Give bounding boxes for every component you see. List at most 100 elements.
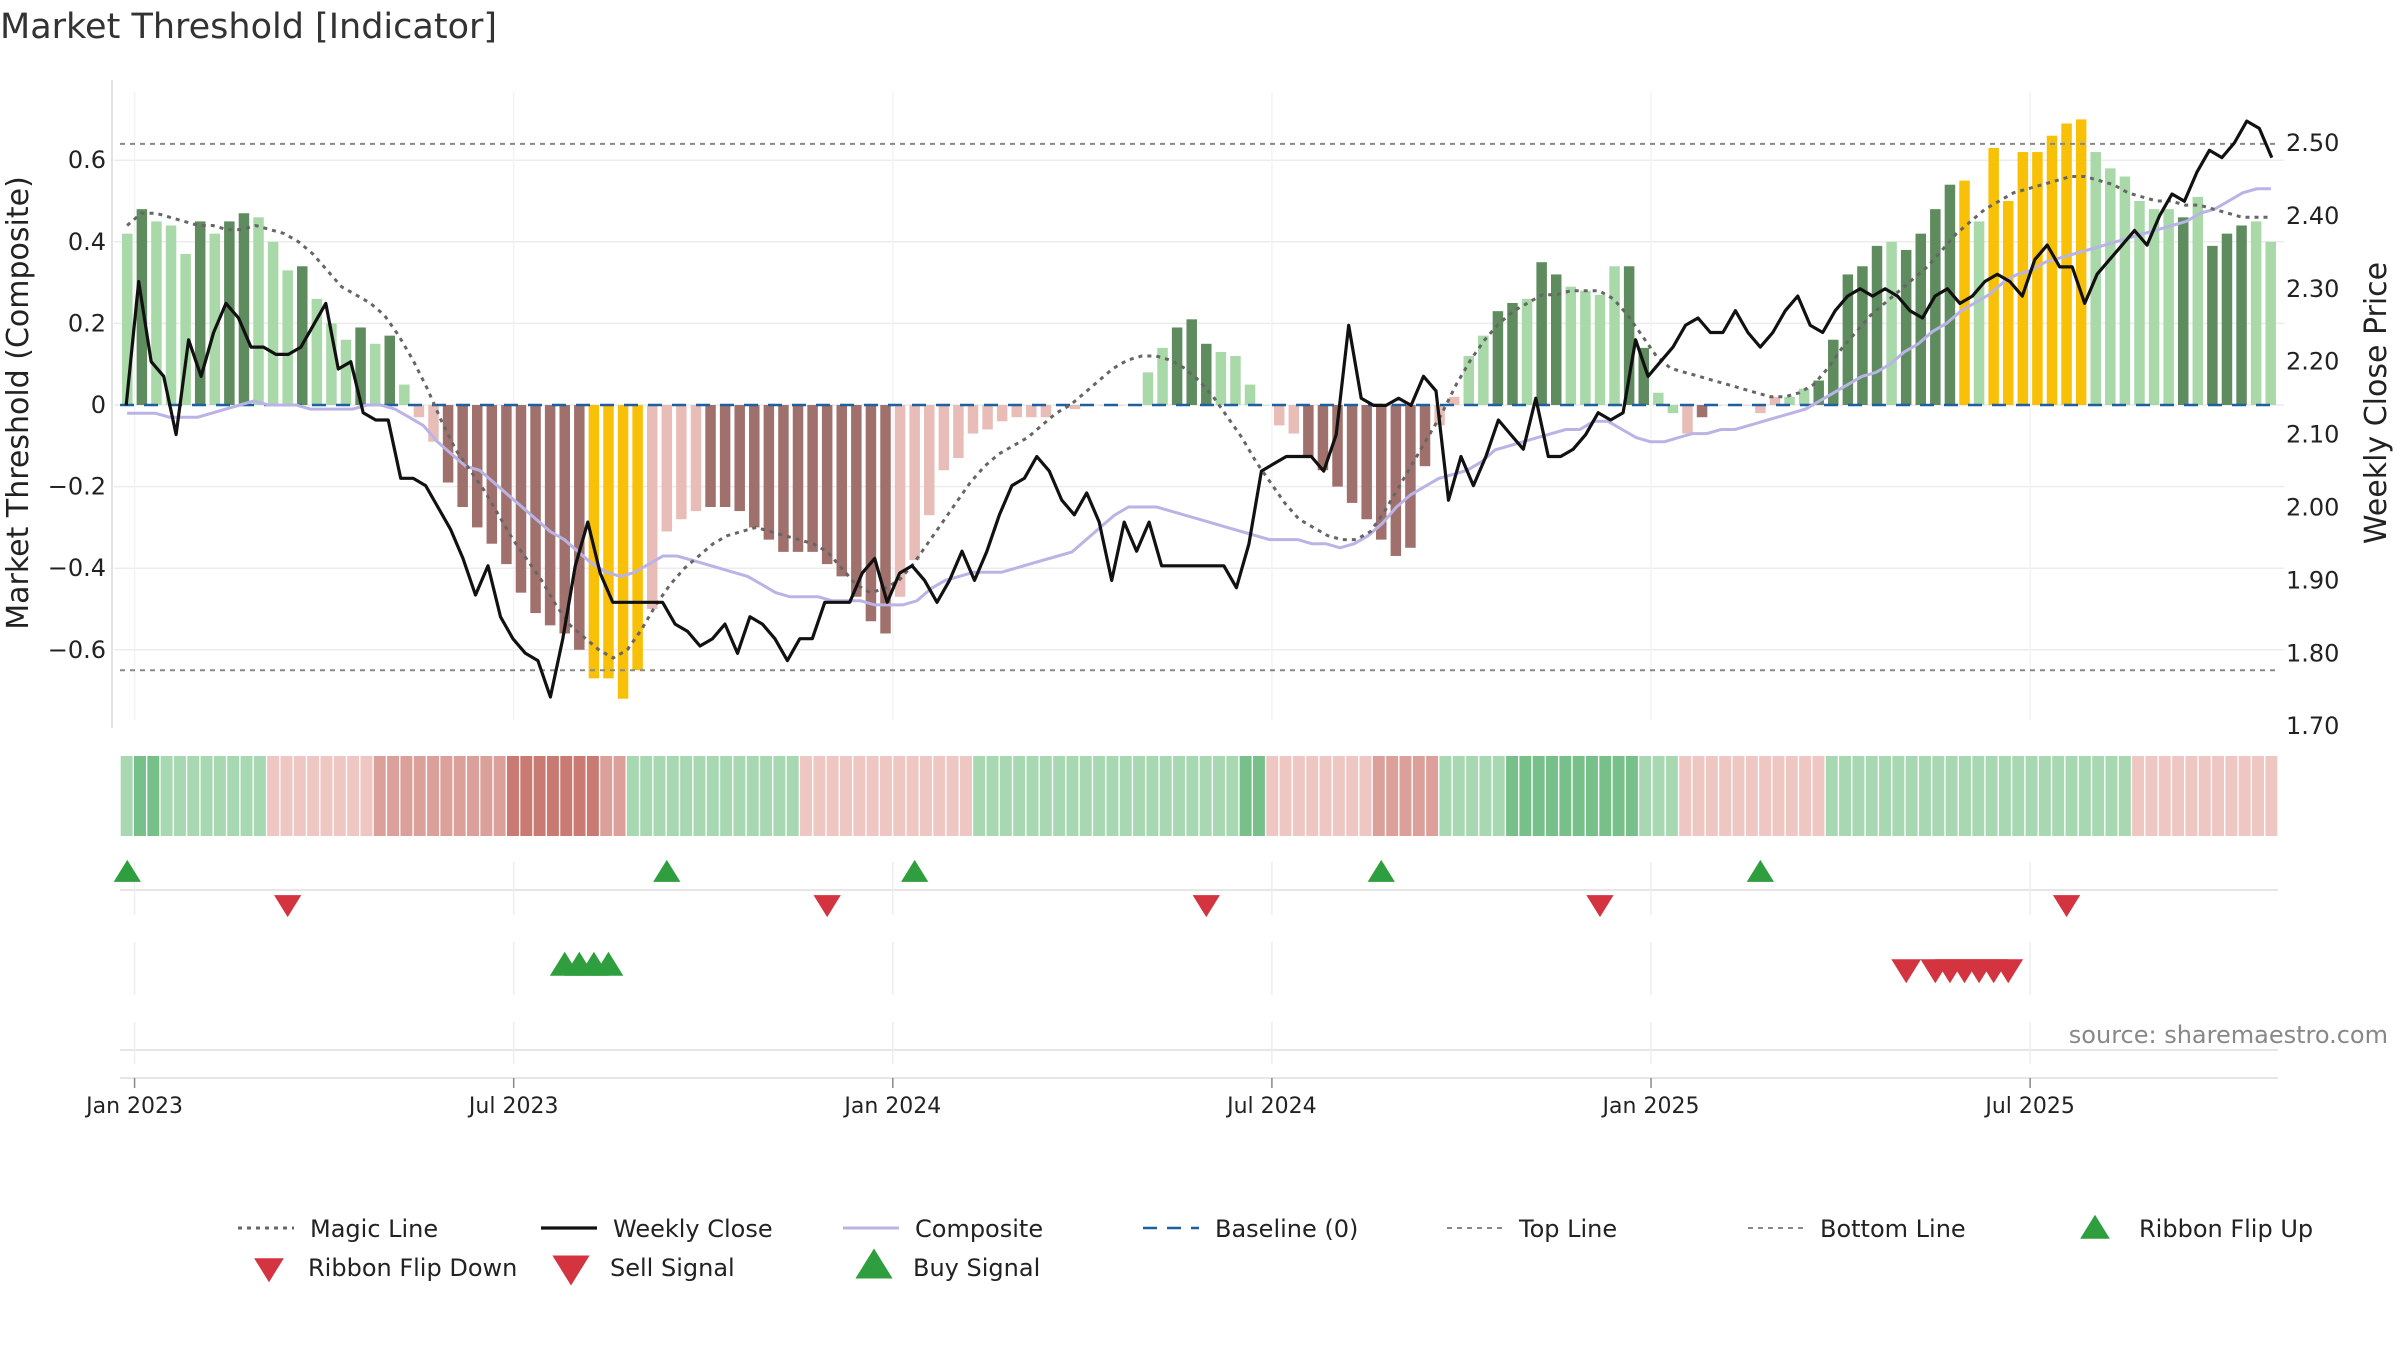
histogram-bar: [1492, 311, 1504, 405]
histogram-bar: [603, 405, 614, 679]
ribbon-cell: [493, 756, 506, 836]
ribbon-cell: [666, 756, 679, 836]
ribbon-flip-up-marker: [1746, 859, 1775, 882]
histogram-bar: [821, 405, 833, 565]
ribbon-cell: [933, 756, 946, 836]
histogram-bar: [165, 225, 177, 405]
ribbon-cell: [2092, 756, 2105, 836]
histogram-bar: [297, 266, 308, 405]
ribbon-flip-down-marker: [274, 895, 302, 918]
histogram-bar: [326, 323, 337, 405]
ribbon-cell: [1892, 756, 1905, 836]
ribbon-cell: [1932, 756, 1945, 836]
ribbon-cell: [1532, 756, 1545, 836]
histogram-bar: [646, 405, 658, 609]
histogram-bar: [1755, 405, 1766, 414]
ribbon-cell: [1306, 756, 1319, 836]
ribbon-cell: [1919, 756, 1931, 836]
ribbon-cell: [1519, 756, 1532, 836]
axes: 0.6 0.4 0.2 0 −0.2 −0.4 −0.6 2.50 2.40 2.30 2.20 2.…: [48, 80, 2339, 1119]
histogram-bar: [1813, 380, 1824, 405]
ribbon-cell: [1705, 756, 1718, 836]
histogram-bar: [1550, 274, 1562, 405]
ribbon-cell: [2132, 756, 2145, 836]
histogram-bar: [807, 405, 818, 552]
ribbon-cell: [1226, 756, 1239, 836]
ribbon-cell: [160, 756, 173, 836]
histogram-bar: [1609, 266, 1620, 405]
composite-line: [127, 187, 2271, 607]
histogram-bar: [180, 254, 191, 405]
ribbon-flip-up-marker: [113, 859, 141, 882]
histogram-bar: [1288, 405, 1300, 434]
histogram-bar: [428, 405, 439, 442]
ribbon-cell: [1039, 756, 1052, 836]
ribbon-cell: [333, 756, 346, 836]
histogram-bar: [982, 405, 993, 430]
histogram-bar: [1828, 339, 1839, 405]
histogram-bar: [924, 405, 935, 516]
ribbon-cell: [1279, 756, 1292, 836]
histogram-bar: [676, 405, 687, 520]
histogram-bar: [1142, 372, 1154, 405]
histogram-bar: [2134, 201, 2145, 405]
ribbon-cell: [1466, 756, 1479, 836]
left-tick-label: −0.6: [48, 636, 106, 664]
ribbon-cell: [213, 756, 226, 836]
left-tick-label: −0.2: [48, 473, 106, 501]
histogram-bar: [2192, 196, 2204, 405]
date-tick-label: Jul 2025: [1983, 1094, 2075, 1119]
histogram-bar: [792, 405, 804, 552]
histogram-bar: [2148, 209, 2160, 405]
histogram-bar: [763, 405, 775, 540]
legend-swatch-flipdown: [254, 1258, 284, 1283]
ribbon-cell: [147, 756, 160, 836]
histogram-bar: [1113, 405, 1125, 406]
right-tick-label: 1.90: [2286, 566, 2339, 594]
ribbon-cell: [2252, 756, 2264, 836]
histogram-bar: [2221, 233, 2233, 405]
ribbon-cell: [2052, 756, 2065, 836]
histogram-bar: [2003, 201, 2014, 405]
ribbon-cell: [693, 756, 706, 836]
ribbon-cell: [999, 756, 1012, 836]
histogram-bar: [1784, 396, 1795, 405]
ribbon-cell: [1812, 756, 1825, 836]
ribbon-cell: [1492, 756, 1505, 836]
histogram-bar: [1798, 388, 1810, 405]
date-tick-label: Jan 2023: [84, 1094, 183, 1119]
ribbon-cell: [520, 756, 533, 836]
histogram-bar: [442, 405, 454, 483]
histogram-bar: [340, 339, 352, 405]
legend-label: Ribbon Flip Up: [2139, 1215, 2313, 1243]
ribbon-cell: [280, 756, 293, 836]
histogram-bar: [2061, 123, 2072, 405]
histogram-bar: [1026, 405, 1037, 418]
signal-rows: [113, 859, 2278, 1088]
ribbon-flip-up-marker: [1367, 859, 1395, 882]
legend-swatch-sell: [552, 1255, 590, 1286]
ribbon-cell: [1945, 756, 1958, 836]
ribbon-cell: [1346, 756, 1359, 836]
ribbon-cell: [560, 756, 573, 836]
ribbon-cell: [760, 756, 773, 836]
right-tick-label: 2.20: [2286, 348, 2339, 376]
ribbon-cell: [1612, 756, 1625, 836]
ribbon-cell: [1825, 756, 1838, 836]
histogram-bar: [1667, 405, 1679, 414]
legend-label: Top Line: [1518, 1215, 1617, 1243]
ribbon-cell: [1452, 756, 1465, 836]
right-tick-label: 2.40: [2286, 202, 2339, 230]
histogram-bar: [2236, 225, 2247, 405]
ribbon-cell: [586, 756, 599, 836]
histogram-bar: [1463, 356, 1474, 405]
ribbon-cell: [1332, 756, 1345, 836]
histogram-bar: [501, 405, 512, 565]
ribbon-cell: [919, 756, 932, 836]
ribbon-flip-down-marker: [2052, 895, 2081, 918]
histogram-bar: [1507, 303, 1518, 405]
histogram-bar: [1273, 405, 1285, 426]
ribbon-cell: [1186, 756, 1199, 836]
ribbon-cell: [840, 756, 852, 836]
ribbon-cell: [1732, 756, 1745, 836]
